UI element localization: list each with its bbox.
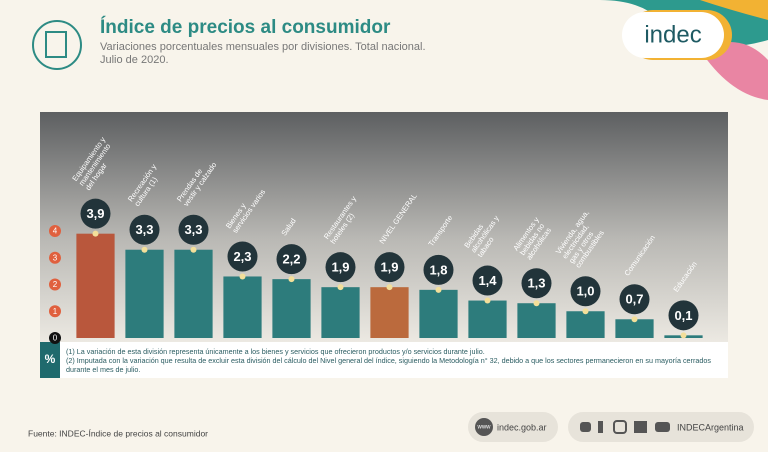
bar [517, 303, 556, 338]
bar-top-dot [386, 284, 393, 291]
social-handle: INDECArgentina [677, 422, 744, 432]
note: (2) Imputada con la variación que result… [66, 356, 711, 374]
value-label: 1,9 [380, 260, 398, 275]
bar [566, 311, 605, 338]
value-badge [227, 241, 258, 272]
unit: % [45, 352, 56, 366]
social-icon [580, 422, 591, 432]
bar-top-dot [141, 246, 148, 253]
social-icon [634, 421, 647, 433]
value-badge [423, 254, 454, 285]
value-label: 3,3 [184, 222, 202, 237]
bar-top-dot [533, 300, 540, 307]
y-tick-marker [49, 305, 61, 318]
bar-top-dot [239, 273, 246, 280]
web-link[interactable] [468, 412, 558, 442]
bar-top-dot [484, 297, 491, 304]
chart-title: Índice de precios al consumidor [100, 16, 391, 38]
bar [370, 287, 409, 338]
unit-box [40, 342, 60, 378]
header-icon [45, 31, 67, 58]
y-tick-label: 3 [53, 253, 58, 262]
social-icon [655, 422, 670, 432]
y-tick-marker [49, 278, 61, 291]
web-prefix: www [477, 425, 492, 431]
bar [615, 319, 654, 338]
y-tick-label: 1 [53, 307, 58, 316]
y-tick-label: 0 [53, 334, 58, 343]
bar-top-dot [435, 286, 442, 293]
bar-top-dot [288, 276, 295, 283]
value-label: 1,9 [331, 260, 349, 275]
y-tick-label: 4 [53, 227, 58, 236]
subtitle: Julio de 2020. [100, 54, 169, 66]
bar [223, 276, 262, 338]
note: (1) La variación de esta división repres… [66, 347, 485, 356]
value-badge [570, 276, 601, 307]
value-badge [129, 214, 160, 245]
bar [174, 249, 213, 338]
web-url: indec.gob.ar [497, 422, 547, 432]
value-label: 2,3 [233, 249, 251, 264]
value-badge [668, 300, 699, 331]
value-badge [521, 268, 552, 299]
web-icon [475, 418, 493, 436]
bar-top-dot [190, 246, 197, 253]
value-label: 1,3 [527, 276, 545, 291]
value-badge [374, 252, 405, 283]
y-tick-marker [49, 332, 61, 344]
value-label: 3,3 [135, 222, 153, 237]
subtitle: Variaciones porcentuales mensuales por d… [100, 41, 426, 53]
value-badge [619, 284, 650, 315]
value-label: 0,7 [625, 292, 643, 307]
bar [419, 289, 458, 338]
y-tick-marker [49, 251, 61, 264]
bar-top-dot [337, 284, 344, 291]
value-label: 1,8 [429, 262, 447, 277]
notes: (1) La variación de esta división repres… [66, 347, 716, 374]
value-label: 2,2 [282, 252, 300, 267]
bar [76, 233, 115, 338]
logo-pill [622, 12, 724, 58]
bar-top-dot [582, 308, 589, 315]
bar [468, 300, 507, 338]
social-icon [613, 420, 627, 434]
value-badge [472, 265, 503, 296]
y-tick-marker [49, 225, 61, 237]
header-icon [32, 20, 82, 70]
value-label: 1,4 [478, 273, 497, 288]
value-badge [80, 198, 111, 229]
bar [321, 287, 360, 338]
y-tick-label: 2 [53, 280, 58, 289]
source: Fuente: INDEC-Índice de precios al consu… [28, 428, 208, 438]
value-label: 3,9 [86, 206, 104, 221]
notes-box [40, 342, 728, 378]
bar [125, 249, 164, 338]
value-badge [276, 244, 307, 275]
bar [272, 279, 311, 338]
bar-top-dot [680, 332, 687, 339]
social-icon [598, 421, 603, 433]
bar-top-dot [631, 316, 638, 323]
value-badge [325, 252, 356, 283]
value-label: 0,1 [674, 308, 692, 323]
value-label: 1,0 [576, 284, 594, 299]
value-badge [178, 214, 209, 245]
logo: indec [644, 21, 701, 48]
bar-top-dot [92, 230, 99, 237]
logo-shape [640, 0, 768, 20]
